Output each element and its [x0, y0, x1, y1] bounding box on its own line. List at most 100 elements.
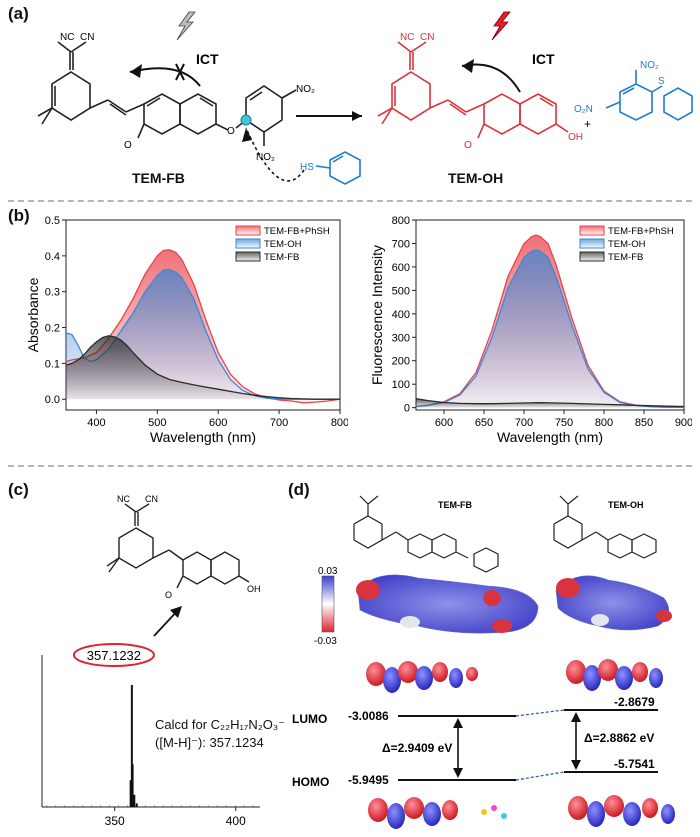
ict-label-right: ICT: [532, 51, 555, 67]
y-tick-label: 200: [392, 356, 410, 368]
tem-fb-nitro-2: NO₂: [256, 152, 275, 163]
x-tick-label: 850: [635, 417, 653, 429]
thiophenol-structure: [315, 151, 361, 185]
legend-entry: TEM-FB+PhSH: [264, 226, 330, 237]
tem-fb-carbonyl-o: O: [124, 140, 132, 151]
calcd-line-1: Calcd for C₂₂H₁₇N₂O₃⁻: [155, 717, 286, 732]
ms-hydroxyl: OH: [247, 584, 261, 594]
x-tick-label: 700: [270, 417, 288, 429]
ms-carbonyl-o: O: [165, 590, 172, 600]
y-tick-label: 600: [392, 262, 410, 274]
x-tick-label: 800: [595, 417, 613, 429]
byproduct-nitro-1: NO₂: [640, 60, 659, 71]
fb-lumo-value: -3.0086: [348, 709, 389, 723]
y-tick-label: 0: [404, 403, 410, 415]
lumo-connector: [515, 709, 565, 717]
x-tick-label: 750: [555, 417, 573, 429]
tem-oh-carbonyl-o: O: [464, 140, 472, 151]
fb-homo-value: -5.9495: [348, 773, 389, 787]
divider-2: [8, 465, 692, 467]
oh-homo-value: -5.7541: [614, 757, 655, 771]
esp-surface-oh: [555, 575, 672, 631]
homo-orbitals-oh: [568, 795, 675, 827]
y-tick-label: 300: [392, 332, 410, 344]
panel-label-c: (c): [8, 480, 29, 499]
ms-x-tick-label: 350: [105, 814, 125, 828]
legend-entry: TEM-FB: [264, 252, 299, 263]
peak-label-ellipse: [72, 643, 155, 667]
plus-sign: +: [584, 117, 591, 131]
dft-fb-title: TEM-FB: [438, 500, 472, 510]
legend-swatch: [579, 225, 605, 236]
plot-frame: [415, 219, 685, 411]
x-tick-label: 600: [435, 417, 453, 429]
homo-orbitals-fb: [368, 797, 507, 829]
x-tick-label: 800: [331, 417, 348, 429]
legend-entry: TEM-FB+PhSH: [608, 226, 674, 237]
tem-oh-cn-label: CN: [420, 32, 434, 43]
ms-cn-label: CN: [145, 494, 158, 504]
reaction-scheme: NC CN O O NO₂ NO₂ ICT HS NC CN O OH: [37, 11, 693, 185]
byproduct-sulfur: S: [658, 76, 665, 87]
x-tick-label: 600: [209, 417, 227, 429]
esp-surface-fb: [356, 574, 539, 634]
oh-lumo-value: -2.8679: [614, 695, 655, 709]
y-tick-label: 100: [392, 379, 410, 391]
y-tick-label: 0.3: [45, 287, 60, 299]
legend-swatch: [235, 225, 261, 236]
dft-tem-oh-structure: [553, 495, 657, 559]
legend-entry: TEM-OH: [264, 239, 302, 250]
panel-label-d: (d): [288, 480, 310, 499]
ms-nc-label: NC: [117, 494, 130, 504]
dft-oh-title: TEM-OH: [608, 500, 644, 510]
homo-label: HOMO: [292, 775, 329, 789]
y-tick-label: 800: [392, 215, 410, 227]
reactive-site-marker: [240, 114, 252, 126]
peak-label: 357.1232: [87, 648, 141, 663]
series-line-2: [415, 398, 685, 408]
y-tick-label: 0.4: [45, 251, 60, 263]
ict-label-left: ICT: [196, 51, 219, 67]
series-fill-1: [416, 250, 684, 408]
tem-oh-structure: [377, 41, 569, 139]
x-tick-label: 400: [87, 417, 105, 429]
panel-label-a: (a): [8, 4, 29, 23]
fb-gap-value: Δ=2.9409 eV: [382, 741, 452, 755]
lumo-orbitals-fb: [366, 661, 478, 693]
tem-fb-name: TEM-FB: [132, 170, 185, 186]
absorbance-chart: 400 500 600 700 800 0.0 0.1 0.2 0.3 0.4 0.5 Wavelen…: [28, 215, 348, 445]
series-fill-2: [66, 335, 340, 400]
homo-connector: [515, 771, 565, 781]
tem-fb-structure: [37, 41, 297, 146]
y-tick-label: 0.5: [45, 215, 60, 227]
tem-oh-name: TEM-OH: [448, 170, 504, 186]
divider-1: [8, 200, 692, 202]
legend-swatch: [235, 251, 261, 262]
y-axis-label: Absorbance: [28, 277, 41, 352]
byproduct-structure: [605, 70, 693, 121]
mass-structure-labels: NC CN O OH: [117, 494, 261, 600]
series-line-0: [65, 249, 341, 404]
thiol-label: HS: [300, 162, 314, 173]
legend-swatch: [579, 251, 605, 262]
tem-fb-nc-label: NC: [60, 32, 74, 43]
x-tick-label: 900: [675, 417, 692, 429]
tem-oh-nc-label: NC: [400, 32, 414, 43]
y-tick-label: 500: [392, 285, 410, 297]
legend-swatch: [235, 238, 261, 249]
nucleophilic-attack-arrow: [245, 127, 305, 182]
y-tick-label: 400: [392, 309, 410, 321]
tem-fb-cn-label: CN: [80, 32, 94, 43]
legend-entry: TEM-OH: [608, 239, 646, 250]
x-tick-label: 650: [475, 417, 493, 429]
legend-swatch: [579, 238, 605, 249]
legend-entry: TEM-FB: [608, 252, 643, 263]
panel-label-b: (b): [8, 206, 30, 225]
esp-scale-max: 0.03: [318, 566, 338, 577]
oh-gap-value: Δ=2.8862 eV: [584, 731, 654, 745]
lightning-dim-icon: [176, 11, 196, 41]
x-tick-label: 700: [515, 417, 533, 429]
byproduct-nitro-2: O₂N: [574, 104, 593, 115]
y-tick-label: 700: [392, 238, 410, 250]
dft-tem-fb-structure: [353, 495, 499, 573]
